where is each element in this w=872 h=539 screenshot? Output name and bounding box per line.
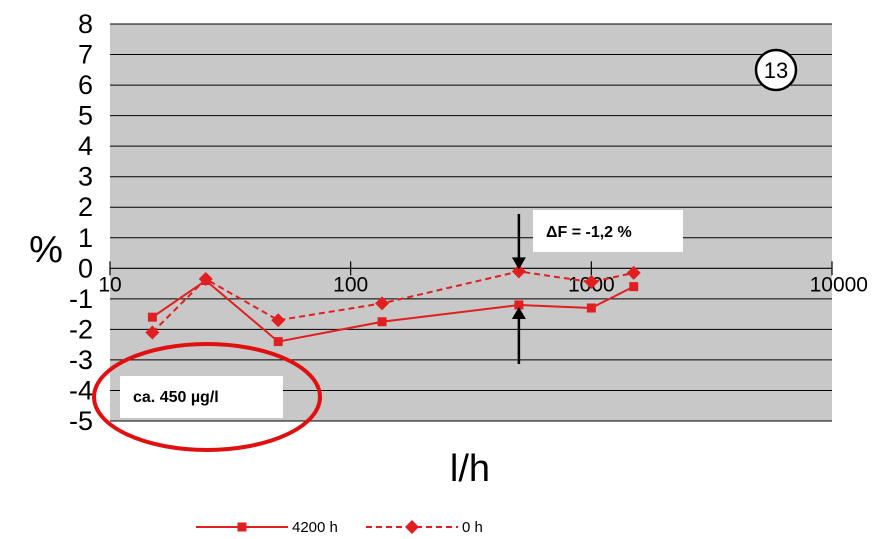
delta-arrow-up-head bbox=[511, 306, 526, 319]
y-tick-label: 1 bbox=[78, 223, 93, 253]
y-tick-label: 0 bbox=[78, 253, 93, 283]
x-tick-label: 10 bbox=[98, 273, 121, 296]
delta-label-box bbox=[533, 210, 683, 252]
badge-text: 13 bbox=[764, 58, 788, 83]
data-point bbox=[198, 271, 213, 286]
y-tick-label: -5 bbox=[69, 406, 93, 436]
y-axis-label: % bbox=[29, 229, 63, 271]
data-point bbox=[271, 313, 286, 328]
y-tick-label: 5 bbox=[78, 101, 93, 131]
y-tick-label: 4 bbox=[78, 131, 93, 161]
highlight-ellipse bbox=[92, 342, 322, 452]
badge-circle bbox=[754, 48, 798, 92]
x-axis-label: l/h bbox=[450, 448, 490, 490]
x-tick-label: 10000 bbox=[810, 273, 868, 296]
data-point bbox=[626, 265, 641, 280]
concentration-annotation: ca. 450 µg/l bbox=[92, 342, 322, 452]
plot-area bbox=[110, 24, 832, 421]
data-point bbox=[273, 337, 283, 347]
data-point bbox=[511, 264, 526, 279]
legend-label: 4200 h bbox=[292, 519, 338, 536]
data-point bbox=[514, 300, 524, 310]
series-1 bbox=[145, 264, 641, 340]
figure-number-badge: 13 bbox=[754, 48, 798, 92]
y-tick-label: 7 bbox=[78, 40, 93, 70]
delta-annotation: ΔF = -1,2 % bbox=[511, 210, 683, 364]
data-point bbox=[147, 312, 157, 322]
data-point bbox=[377, 317, 387, 327]
legend-swatch-marker bbox=[237, 522, 247, 532]
y-tick-label: -4 bbox=[69, 375, 93, 405]
y-tick-label: -2 bbox=[69, 314, 93, 344]
data-point bbox=[629, 282, 639, 292]
y-tick-label: -3 bbox=[69, 345, 93, 375]
x-axis: 10100100010000 bbox=[98, 261, 868, 296]
y-tick-label: 3 bbox=[78, 162, 93, 192]
concentration-label-box bbox=[120, 376, 283, 418]
data-point bbox=[145, 325, 160, 340]
legend: 4200 h 0 h bbox=[180, 515, 516, 539]
concentration-label: ca. 450 µg/l bbox=[133, 389, 219, 406]
y-tick-label: 8 bbox=[78, 9, 93, 39]
legend-swatch-marker bbox=[405, 520, 419, 534]
data-point bbox=[375, 296, 390, 311]
data-point bbox=[584, 275, 599, 290]
delta-arrow-down-head bbox=[511, 257, 526, 270]
data-point bbox=[586, 303, 596, 313]
series-layer bbox=[145, 264, 641, 347]
x-tick-label: 100 bbox=[333, 273, 368, 296]
delta-label: ΔF = -1,2 % bbox=[546, 224, 632, 241]
y-tick-label: 2 bbox=[78, 192, 93, 222]
legend-label: 0 h bbox=[462, 519, 483, 536]
y-tick-label: -1 bbox=[69, 284, 93, 314]
y-tick-label: 6 bbox=[78, 70, 93, 100]
